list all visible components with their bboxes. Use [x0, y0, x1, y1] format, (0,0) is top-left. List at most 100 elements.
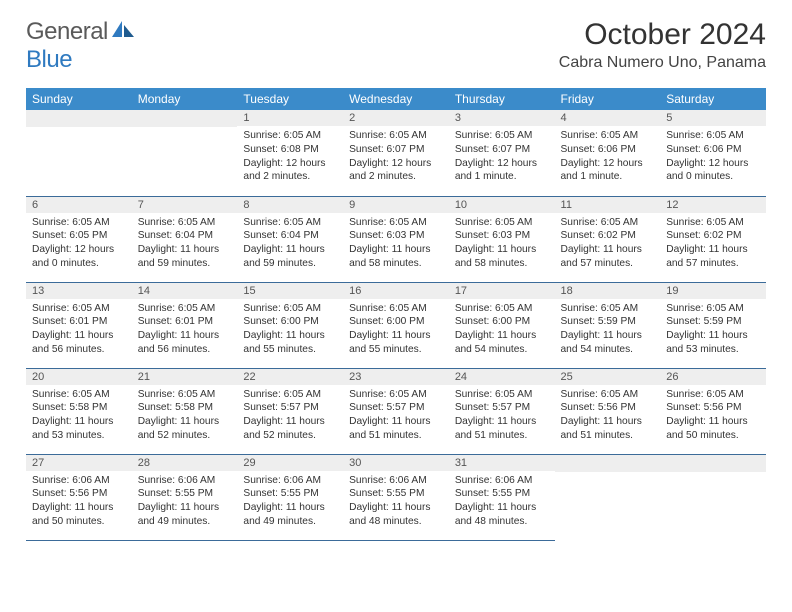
- sunset-text: Sunset: 6:02 PM: [561, 229, 655, 243]
- sunrise-text: Sunrise: 6:05 AM: [666, 388, 760, 402]
- sunset-text: Sunset: 5:57 PM: [455, 401, 549, 415]
- day-number: 28: [132, 455, 238, 471]
- calendar-week-row: 13Sunrise: 6:05 AMSunset: 6:01 PMDayligh…: [26, 282, 766, 368]
- calendar-day-cell: 3Sunrise: 6:05 AMSunset: 6:07 PMDaylight…: [449, 110, 555, 196]
- day-number: 10: [449, 197, 555, 213]
- calendar-day-cell: 17 Sunrise: 6:05 AMSunset: 6:00 PMDayligh…: [449, 282, 555, 368]
- daylight-text: Daylight: 11 hours and 56 minutes.: [138, 329, 232, 357]
- sunset-text: Sunset: 5:55 PM: [349, 487, 443, 501]
- calendar-day-cell: 1Sunrise: 6:05 AMSunset: 6:08 PMDaylight…: [237, 110, 343, 196]
- brand-name-blue: Blue: [26, 46, 72, 73]
- brand-logo: GeneralBlue: [26, 18, 136, 74]
- sunrise-text: Sunrise: 6:05 AM: [138, 302, 232, 316]
- day-detail: Sunrise: 6:05 AMSunset: 6:04 PMDaylight:…: [132, 213, 238, 275]
- daylight-text: Daylight: 11 hours and 54 minutes.: [561, 329, 655, 357]
- sunset-text: Sunset: 5:58 PM: [32, 401, 126, 415]
- daylight-text: Daylight: 11 hours and 54 minutes.: [455, 329, 549, 357]
- sunrise-text: Sunrise: 6:05 AM: [455, 129, 549, 143]
- sunrise-text: Sunrise: 6:05 AM: [561, 302, 655, 316]
- day-detail: Sunrise: 6:06 AMSunset: 5:55 PMDaylight:…: [132, 471, 238, 533]
- calendar-day-cell: 2Sunrise: 6:05 AMSunset: 6:07 PMDaylight…: [343, 110, 449, 196]
- calendar-day-cell: 25Sunrise: 6:05 AMSunset: 5:56 PMDayligh…: [555, 368, 661, 454]
- calendar-day-cell: 14Sunrise: 6:05 AMSunset: 6:01 PMDayligh…: [132, 282, 238, 368]
- sunrise-text: Sunrise: 6:05 AM: [349, 129, 443, 143]
- sunrise-text: Sunrise: 6:05 AM: [561, 216, 655, 230]
- day-detail: Sunrise: 6:06 AMSunset: 5:55 PMDaylight:…: [343, 471, 449, 533]
- sunset-text: Sunset: 6:04 PM: [138, 229, 232, 243]
- calendar-day-cell: 30Sunrise: 6:06 AMSunset: 5:55 PMDayligh…: [343, 454, 449, 540]
- day-detail: Sunrise: 6:06 AMSunset: 5:55 PMDaylight:…: [237, 471, 343, 533]
- daylight-text: Daylight: 12 hours and 2 minutes.: [243, 157, 337, 185]
- calendar-table: Sunday Monday Tuesday Wednesday Thursday…: [26, 88, 766, 541]
- sunset-text: Sunset: 6:00 PM: [243, 315, 337, 329]
- day-detail: Sunrise: 6:05 AMSunset: 5:57 PMDaylight:…: [343, 385, 449, 447]
- day-number: 15: [237, 283, 343, 299]
- day-detail: Sunrise: 6:05 AMSunset: 6:00 PMDaylight:…: [343, 299, 449, 361]
- day-number: 1: [237, 110, 343, 126]
- daylight-text: Daylight: 11 hours and 48 minutes.: [455, 501, 549, 529]
- day-detail: Sunrise: 6:05 AMSunset: 5:58 PMDaylight:…: [26, 385, 132, 447]
- sunrise-text: Sunrise: 6:05 AM: [561, 388, 655, 402]
- calendar-body: 1Sunrise: 6:05 AMSunset: 6:08 PMDaylight…: [26, 110, 766, 540]
- day-detail: Sunrise: 6:05 AMSunset: 5:56 PMDaylight:…: [660, 385, 766, 447]
- day-number: 27: [26, 455, 132, 471]
- daylight-text: Daylight: 12 hours and 1 minute.: [561, 157, 655, 185]
- day-detail: Sunrise: 6:05 AMSunset: 6:02 PMDaylight:…: [660, 213, 766, 275]
- calendar-week-row: 1Sunrise: 6:05 AMSunset: 6:08 PMDaylight…: [26, 110, 766, 196]
- calendar-day-cell: 15Sunrise: 6:05 AMSunset: 6:00 PMDayligh…: [237, 282, 343, 368]
- daylight-text: Daylight: 12 hours and 1 minute.: [455, 157, 549, 185]
- calendar-day-cell: 13Sunrise: 6:05 AMSunset: 6:01 PMDayligh…: [26, 282, 132, 368]
- daylight-text: Daylight: 11 hours and 49 minutes.: [243, 501, 337, 529]
- day-detail: Sunrise: 6:05 AMSunset: 5:56 PMDaylight:…: [555, 385, 661, 447]
- sunrise-text: Sunrise: 6:05 AM: [349, 388, 443, 402]
- day-detail: Sunrise: 6:06 AMSunset: 5:55 PMDaylight:…: [449, 471, 555, 533]
- day-number: 25: [555, 369, 661, 385]
- sunset-text: Sunset: 5:59 PM: [561, 315, 655, 329]
- daylight-text: Daylight: 11 hours and 50 minutes.: [666, 415, 760, 443]
- calendar-day-cell: 16Sunrise: 6:05 AMSunset: 6:00 PMDayligh…: [343, 282, 449, 368]
- day-detail: Sunrise: 6:05 AMSunset: 6:07 PMDaylight:…: [343, 126, 449, 188]
- day-detail: Sunrise: 6:06 AMSunset: 5:56 PMDaylight:…: [26, 471, 132, 533]
- day-detail: Sunrise: 6:05 AMSunset: 6:06 PMDaylight:…: [555, 126, 661, 188]
- sunrise-text: Sunrise: 6:05 AM: [666, 216, 760, 230]
- calendar-day-cell: 5Sunrise: 6:05 AMSunset: 6:06 PMDaylight…: [660, 110, 766, 196]
- day-number: 17: [449, 283, 555, 299]
- day-number: 14: [132, 283, 238, 299]
- sunrise-text: Sunrise: 6:05 AM: [243, 216, 337, 230]
- sunset-text: Sunset: 5:57 PM: [243, 401, 337, 415]
- day-detail: Sunrise: 6:05 AMSunset: 6:06 PMDaylight:…: [660, 126, 766, 188]
- day-number: 12: [660, 197, 766, 213]
- sunset-text: Sunset: 5:59 PM: [666, 315, 760, 329]
- sunrise-text: Sunrise: 6:06 AM: [243, 474, 337, 488]
- day-number: 8: [237, 197, 343, 213]
- weekday-header: Wednesday: [343, 88, 449, 110]
- day-detail: Sunrise: 6:05 AMSunset: 6:02 PMDaylight:…: [555, 213, 661, 275]
- sunrise-text: Sunrise: 6:06 AM: [32, 474, 126, 488]
- sail-icon: [110, 18, 136, 45]
- daylight-text: Daylight: 11 hours and 52 minutes.: [243, 415, 337, 443]
- sunset-text: Sunset: 6:07 PM: [349, 143, 443, 157]
- daylight-text: Daylight: 11 hours and 58 minutes.: [455, 243, 549, 271]
- day-detail: Sunrise: 6:05 AMSunset: 5:57 PMDaylight:…: [237, 385, 343, 447]
- calendar-week-row: 6Sunrise: 6:05 AMSunset: 6:05 PMDaylight…: [26, 196, 766, 282]
- day-detail: Sunrise: 6:05 AMSunset: 6:08 PMDaylight:…: [237, 126, 343, 188]
- sunrise-text: Sunrise: 6:05 AM: [455, 302, 549, 316]
- sunrise-text: Sunrise: 6:05 AM: [138, 388, 232, 402]
- daylight-text: Daylight: 11 hours and 57 minutes.: [561, 243, 655, 271]
- calendar-day-cell: 19Sunrise: 6:05 AMSunset: 5:59 PMDayligh…: [660, 282, 766, 368]
- weekday-header: Monday: [132, 88, 238, 110]
- sunset-text: Sunset: 6:00 PM: [455, 315, 549, 329]
- sunrise-text: Sunrise: 6:05 AM: [455, 388, 549, 402]
- sunset-text: Sunset: 6:03 PM: [349, 229, 443, 243]
- brand-name-gray: General: [26, 18, 108, 45]
- sunrise-text: Sunrise: 6:05 AM: [455, 216, 549, 230]
- calendar-day-cell: 28Sunrise: 6:06 AMSunset: 5:55 PMDayligh…: [132, 454, 238, 540]
- sunset-text: Sunset: 6:02 PM: [666, 229, 760, 243]
- day-detail: Sunrise: 6:05 AMSunset: 6:03 PMDaylight:…: [449, 213, 555, 275]
- sunrise-text: Sunrise: 6:06 AM: [138, 474, 232, 488]
- sunset-text: Sunset: 6:08 PM: [243, 143, 337, 157]
- day-number: 24: [449, 369, 555, 385]
- calendar-day-cell: 9Sunrise: 6:05 AMSunset: 6:03 PMDaylight…: [343, 196, 449, 282]
- sunset-text: Sunset: 5:58 PM: [138, 401, 232, 415]
- daylight-text: Daylight: 11 hours and 56 minutes.: [32, 329, 126, 357]
